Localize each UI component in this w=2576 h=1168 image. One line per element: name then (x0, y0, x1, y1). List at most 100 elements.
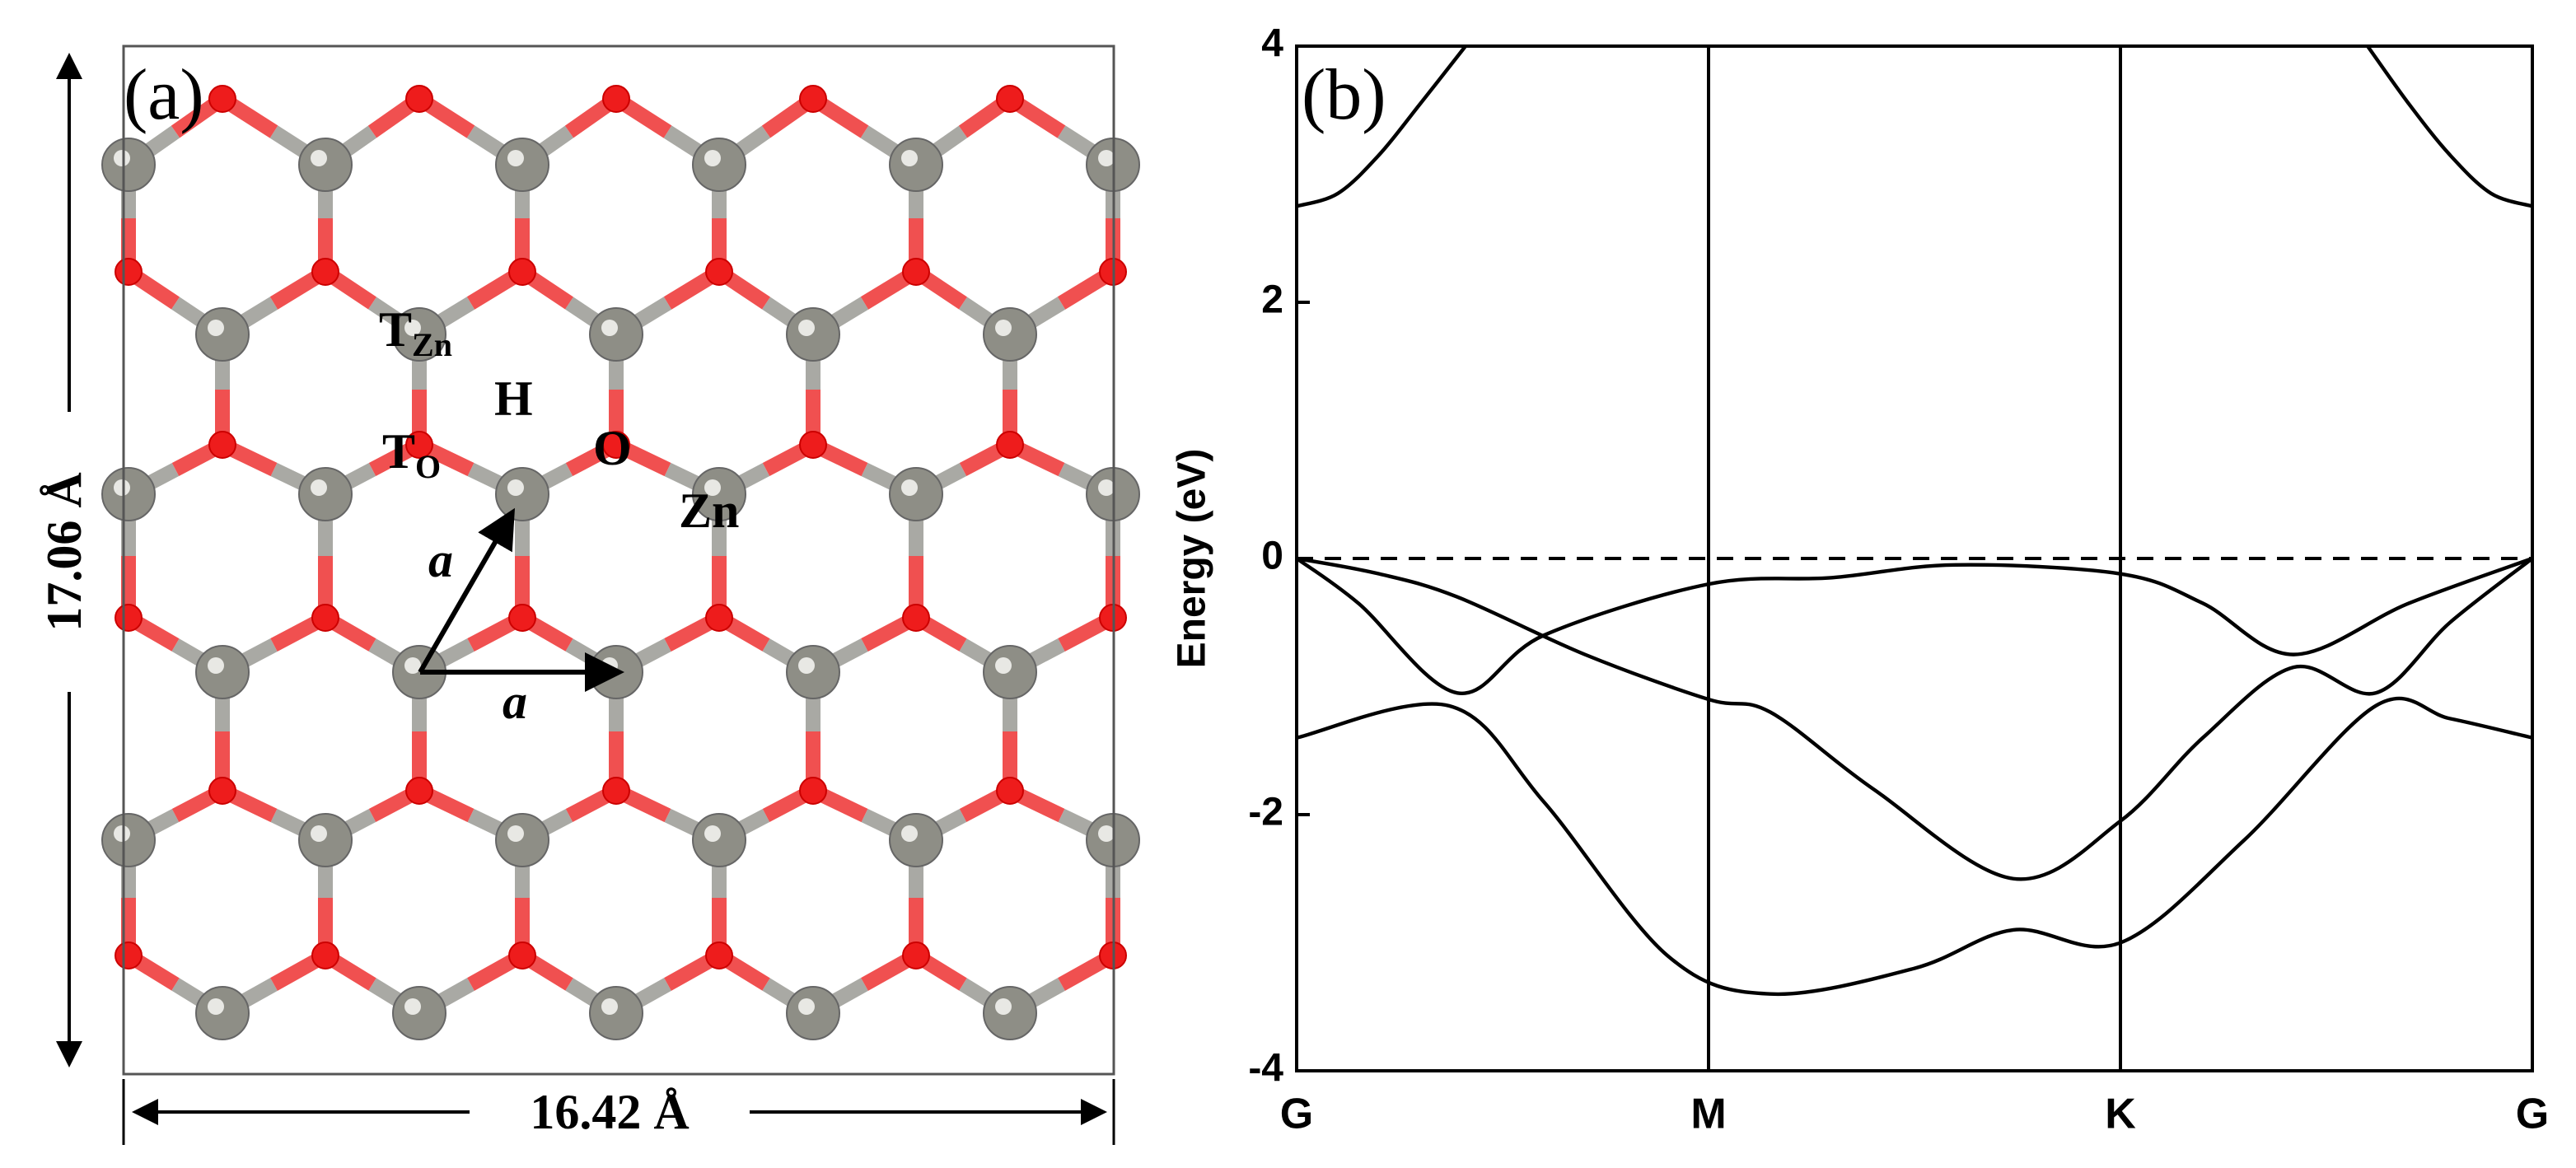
zn-highlight (404, 657, 421, 674)
panel-label: (a) (124, 55, 204, 135)
zn-highlight (404, 320, 421, 336)
band (1295, 556, 2533, 695)
zn-atom (392, 986, 446, 1040)
o-atom (115, 941, 143, 969)
zn-atom (786, 986, 840, 1040)
o-atom (902, 604, 930, 632)
zn-highlight (704, 825, 721, 842)
zn-atom (101, 138, 156, 192)
lattice (101, 85, 1140, 1040)
zn-highlight (1098, 150, 1115, 166)
zn-atom (101, 813, 156, 867)
band-plot: -4 -2 0 2 4 G M K G Energy (eV) (b) (1171, 22, 2550, 1138)
zn-highlight (798, 998, 815, 1015)
label-bg (470, 1087, 750, 1143)
o-atom (405, 777, 433, 805)
label-bg (40, 412, 99, 692)
o-atom (208, 431, 236, 459)
zn-atom (195, 986, 250, 1040)
width-label: 16.42 Å (530, 1085, 689, 1139)
zn-atom (195, 307, 250, 362)
o-atom (405, 85, 433, 113)
zn-atom (692, 813, 746, 867)
o-atom (405, 431, 433, 459)
zn-highlight (601, 320, 618, 336)
zn-highlight (114, 150, 130, 166)
zn-highlight (995, 320, 1012, 336)
site-main: T (382, 424, 415, 479)
zn-atom (889, 813, 943, 867)
zn-highlight (404, 998, 421, 1015)
o-atom (602, 777, 630, 805)
zn-highlight (901, 479, 918, 496)
site-label: H (494, 371, 533, 426)
y-tick-label: 2 (1261, 278, 1283, 322)
site-main: T (379, 302, 412, 357)
site-label: TO (382, 424, 441, 485)
site-sub: Zn (412, 326, 452, 363)
cell-frame (122, 44, 1115, 1076)
zn-atom (983, 307, 1037, 362)
zn-atom (392, 307, 446, 362)
o-atom (996, 431, 1024, 459)
band (1296, 556, 2534, 881)
o-atom (902, 258, 930, 286)
o-atom (311, 258, 339, 286)
zn-atom (298, 138, 353, 192)
o-atom (902, 941, 930, 969)
zn-highlight (208, 320, 224, 336)
x-tick-label: G (2516, 1091, 2549, 1138)
zn-atom (101, 467, 156, 521)
zn-highlight (311, 150, 327, 166)
zn-highlight (507, 150, 524, 166)
o-atom (996, 85, 1024, 113)
zn-highlight (208, 998, 224, 1015)
lattice-vector (418, 507, 515, 674)
zn-atom (889, 467, 943, 521)
panel-label: (b) (1302, 55, 1386, 135)
y-tick-label: 4 (1261, 22, 1283, 66)
vector-label: a (503, 675, 527, 729)
zn-atom (983, 986, 1037, 1040)
o-atom (705, 941, 733, 969)
zn-highlight (1098, 825, 1115, 842)
zn-highlight (901, 150, 918, 166)
zn-atom (298, 467, 353, 521)
zn-highlight (901, 825, 918, 842)
zn-highlight (1098, 479, 1115, 496)
zn-atom (786, 645, 840, 699)
o-atom (208, 85, 236, 113)
zn-atom (983, 645, 1037, 699)
o-atom (115, 604, 143, 632)
zn-atom (692, 467, 746, 521)
zn-highlight (704, 150, 721, 166)
o-atom (311, 604, 339, 632)
y-tick-label: 0 (1261, 535, 1283, 578)
zn-highlight (798, 657, 815, 674)
y-tick-label: -4 (1248, 1047, 1283, 1091)
zn-atom (495, 467, 549, 521)
y-axis-title: Energy (eV) (1171, 449, 1214, 669)
x-tick-label: K (2105, 1091, 2136, 1138)
o-atom (799, 85, 827, 113)
site-label: TZn (379, 302, 452, 363)
o-atom (508, 604, 536, 632)
zn-highlight (507, 479, 524, 496)
zn-highlight (798, 320, 815, 336)
zn-atom (786, 307, 840, 362)
y-tick-label: -2 (1248, 791, 1283, 834)
o-atom (602, 431, 630, 459)
x-tick-label: M (1690, 1091, 1726, 1138)
zn-highlight (507, 825, 524, 842)
zn-highlight (995, 657, 1012, 674)
o-atom (799, 777, 827, 805)
vector-label: a (428, 533, 453, 587)
zn-atom (589, 307, 643, 362)
zn-atom (692, 138, 746, 192)
o-atom (508, 258, 536, 286)
o-atom (799, 431, 827, 459)
zn-atom (495, 138, 549, 192)
zn-atom (889, 138, 943, 192)
o-atom (311, 941, 339, 969)
